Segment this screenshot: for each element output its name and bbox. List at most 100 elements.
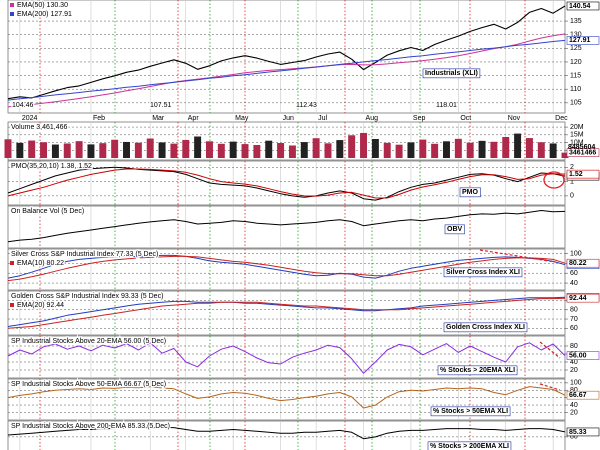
volume-bar xyxy=(217,143,225,158)
panel-title: SP Industrial Stocks Above 200-EMA 85.33… xyxy=(11,423,170,430)
volume-bar xyxy=(514,133,522,158)
x-tick-label: Dec xyxy=(555,115,568,122)
price-label: 118.01 xyxy=(436,102,457,109)
series-line xyxy=(7,39,566,101)
end-label: 140.54 xyxy=(569,3,591,10)
legend-label: EMA(200) 127.91 xyxy=(17,11,72,18)
y-tick-label: 80 xyxy=(570,307,578,314)
end-label-box xyxy=(566,148,600,157)
volume-bar xyxy=(205,141,213,158)
legend-swatch xyxy=(10,261,14,265)
series-line xyxy=(7,210,566,243)
volume-bar xyxy=(525,138,533,158)
volume-bar xyxy=(288,145,296,158)
volume-bar xyxy=(277,143,285,158)
volume-bar xyxy=(419,139,427,158)
annotation: Industrials (XLI) xyxy=(425,70,478,77)
y-tick-label: 100 xyxy=(570,250,582,257)
annotation-box xyxy=(444,224,465,235)
x-tick-label: Jul xyxy=(318,115,327,122)
x-tick-label: Feb xyxy=(93,115,105,122)
annotation: % Stocks > 200EMA XLI xyxy=(430,443,509,450)
x-tick-label: 2024 xyxy=(22,115,38,122)
annotation: 8485604 xyxy=(568,144,595,151)
series-line xyxy=(7,166,566,201)
y-tick-label: 40 xyxy=(570,280,578,287)
end-label-box xyxy=(566,427,600,437)
panel-title: Silver Cross S&P Industrial Index 77.33 … xyxy=(11,251,158,258)
end-label-box xyxy=(566,390,600,400)
y-tick-label: 130 xyxy=(570,32,582,39)
volume-bar xyxy=(395,144,403,158)
y-tick-label: 2 xyxy=(570,164,574,171)
volume-bar xyxy=(99,143,107,158)
y-tick-label: 40 xyxy=(570,359,578,366)
y-tick-label: 20 xyxy=(570,409,578,416)
volume-bar xyxy=(443,141,450,158)
annotation-box xyxy=(430,406,511,417)
volume-bar xyxy=(300,142,308,158)
volume-bar xyxy=(478,140,486,158)
x-tick-label: Mar xyxy=(152,115,165,122)
legend-label: EMA(50) 130.30 xyxy=(17,2,68,9)
end-label-box xyxy=(566,258,600,268)
trend-line xyxy=(479,249,556,263)
end-label: 85.33 xyxy=(569,429,587,436)
y-tick-label: 80 xyxy=(570,387,578,394)
series-line xyxy=(7,254,566,279)
legend-label: EMA(20) 92.44 xyxy=(17,302,64,309)
volume-bar xyxy=(182,139,190,158)
legend-label: EMA(10) 80.22 xyxy=(17,260,64,267)
y-tick-label: 10M xyxy=(570,139,584,146)
annotation: OBV xyxy=(447,226,463,233)
annotation: Silver Cross Index XLI xyxy=(446,269,520,276)
x-tick-label: May xyxy=(235,115,249,122)
volume-bar xyxy=(336,140,344,158)
annotation-box xyxy=(422,68,481,79)
y-tick-label: 60 xyxy=(570,270,578,277)
end-label: 92.44 xyxy=(569,295,587,302)
legend-swatch xyxy=(10,12,14,16)
volume-bar xyxy=(324,143,332,158)
end-label: 66.67 xyxy=(569,392,587,399)
end-label-box xyxy=(566,36,600,45)
series-line xyxy=(7,427,566,440)
volume-bar xyxy=(348,135,356,158)
series-line xyxy=(7,33,566,108)
end-label-box xyxy=(566,1,600,11)
volume-bar xyxy=(75,141,83,158)
volume-bar xyxy=(561,152,569,158)
volume-bar xyxy=(51,144,59,158)
volume-bar xyxy=(123,141,130,158)
volume-bar xyxy=(111,139,119,158)
volume-bar xyxy=(63,143,71,158)
annotation-box xyxy=(437,365,518,376)
series-line xyxy=(7,342,566,374)
y-tick-label: 110 xyxy=(570,86,581,93)
panel-title: PMO(35,20,10) 1.38, 1.52 xyxy=(11,163,92,170)
volume-bar xyxy=(407,142,415,158)
y-tick-label: 0 xyxy=(570,193,574,200)
panel-frame xyxy=(7,205,566,249)
volume-bar xyxy=(170,143,178,158)
volume-bar xyxy=(371,138,379,158)
panel-title: On Balance Vol (5 Dec) xyxy=(11,208,84,215)
volume-bar xyxy=(490,141,498,158)
volume-bar xyxy=(360,132,368,158)
panel-frame xyxy=(7,0,566,114)
volume-bar xyxy=(194,136,202,158)
legend-swatch xyxy=(10,303,14,307)
volume-bar xyxy=(253,145,261,158)
price-label: 104.46 xyxy=(12,102,34,109)
y-tick-label: 40 xyxy=(570,402,578,409)
y-tick-label: 20M xyxy=(570,124,584,131)
y-tick-label: 1 xyxy=(570,178,574,185)
panel-title: SP Industrial Stocks Above 50-EMA 66.67 … xyxy=(11,381,166,388)
end-label-box xyxy=(566,169,600,179)
highlight-circle xyxy=(543,171,565,189)
series-line xyxy=(7,255,566,282)
annotation-box xyxy=(427,441,512,450)
y-tick-label: 60 xyxy=(570,325,578,332)
y-tick-label: 120 xyxy=(570,59,582,66)
